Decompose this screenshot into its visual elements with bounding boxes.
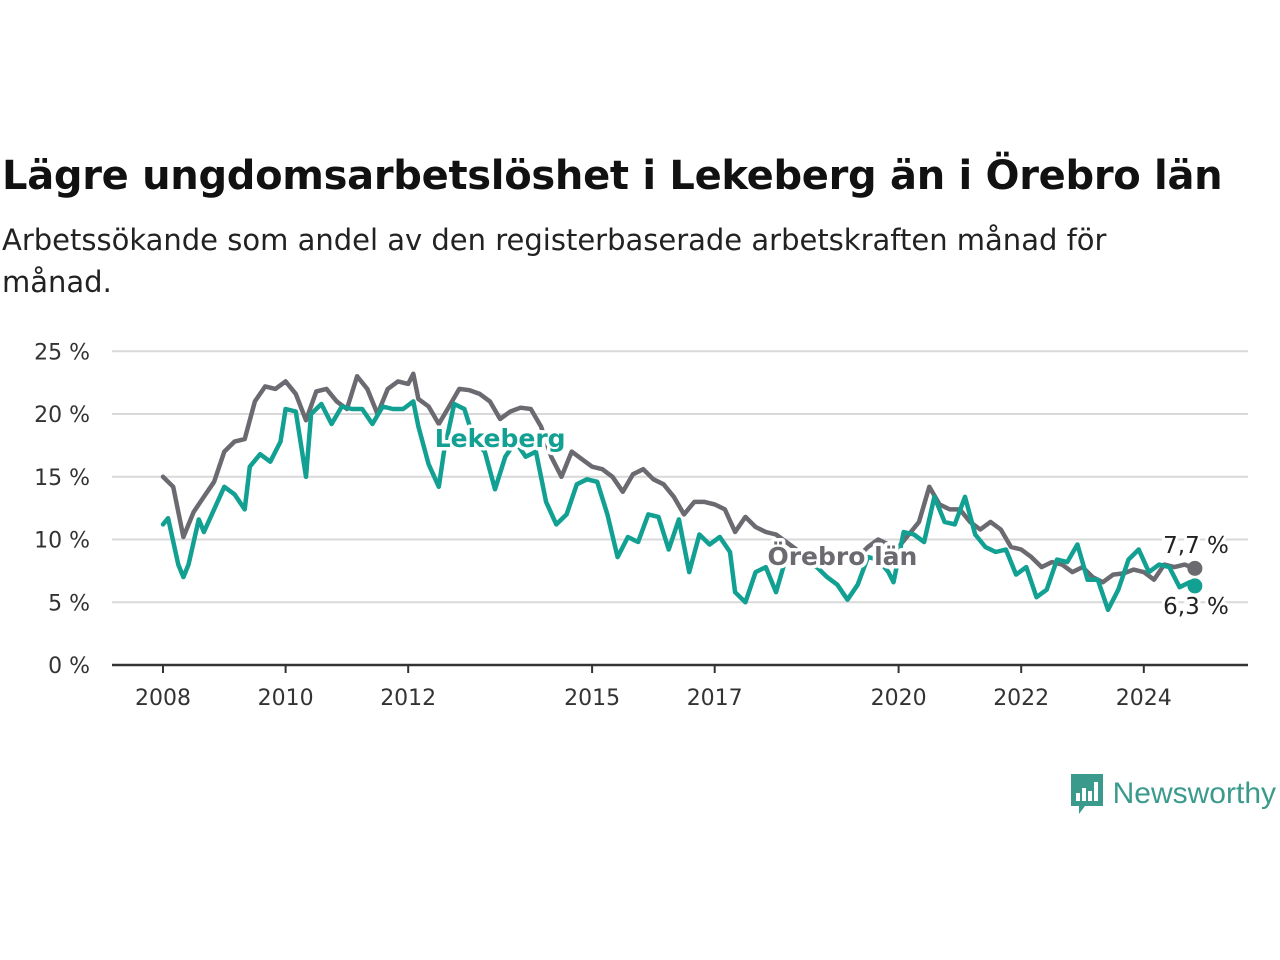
series-end-point-orebro	[1187, 560, 1203, 576]
newsworthy-logo-text: Newsworthy	[1112, 777, 1276, 810]
x-tick-label: 2020	[871, 686, 927, 711]
x-tick-label: 2010	[258, 686, 314, 711]
y-tick-label: 10 %	[34, 529, 90, 554]
y-axis-ticks: 0 % 5 % 10 % 15 % 20 % 25 %	[34, 340, 90, 679]
y-tick-label: 15 %	[34, 466, 90, 491]
series-label-orebro: Örebro län	[767, 541, 917, 571]
end-label-orebro: 7,7 %	[1163, 533, 1229, 559]
series-labels: Lekeberg Örebro län 7,7 % 6,3 %	[431, 421, 1232, 624]
series-end-point-lekeberg	[1187, 578, 1203, 594]
x-tick-label: 2022	[993, 686, 1049, 711]
newsworthy-logo[interactable]: Newsworthy	[1069, 772, 1276, 816]
chart-subtitle: Arbetssökande som andel av den registerb…	[2, 223, 1107, 299]
x-tick-label: 2015	[564, 686, 620, 711]
line-chart: 0 %5 %10 %15 %20 %25 % 2008 2010 2012 2015 2…	[34, 340, 1248, 711]
x-tick-label: 2008	[135, 686, 191, 711]
series-line-lekeberg	[160, 399, 1198, 613]
x-tick-label: 2024	[1116, 686, 1172, 711]
x-tick-label: 2012	[380, 686, 436, 711]
gridlines	[112, 350, 1248, 604]
x-tick-label: 2017	[687, 686, 743, 711]
y-tick-label: 5 %	[48, 591, 90, 616]
series-label-lekeberg: Lekeberg	[435, 424, 566, 453]
chart-title: Lägre ungdomsarbetslöshet i Lekeberg än …	[2, 153, 1223, 199]
series-lines	[160, 371, 1203, 613]
newsworthy-logo-icon	[1070, 774, 1103, 814]
series-line-orebro	[160, 371, 1198, 585]
y-tick-label: 0 %	[48, 654, 90, 679]
y-tick-label: 25 %	[34, 340, 90, 365]
y-tick-label: 20 %	[34, 403, 90, 428]
x-axis-ticks: 2008 2010 2012 2015 2017 2020 2022 2024	[112, 663, 1248, 711]
end-label-lekeberg: 6,3 %	[1163, 594, 1229, 620]
